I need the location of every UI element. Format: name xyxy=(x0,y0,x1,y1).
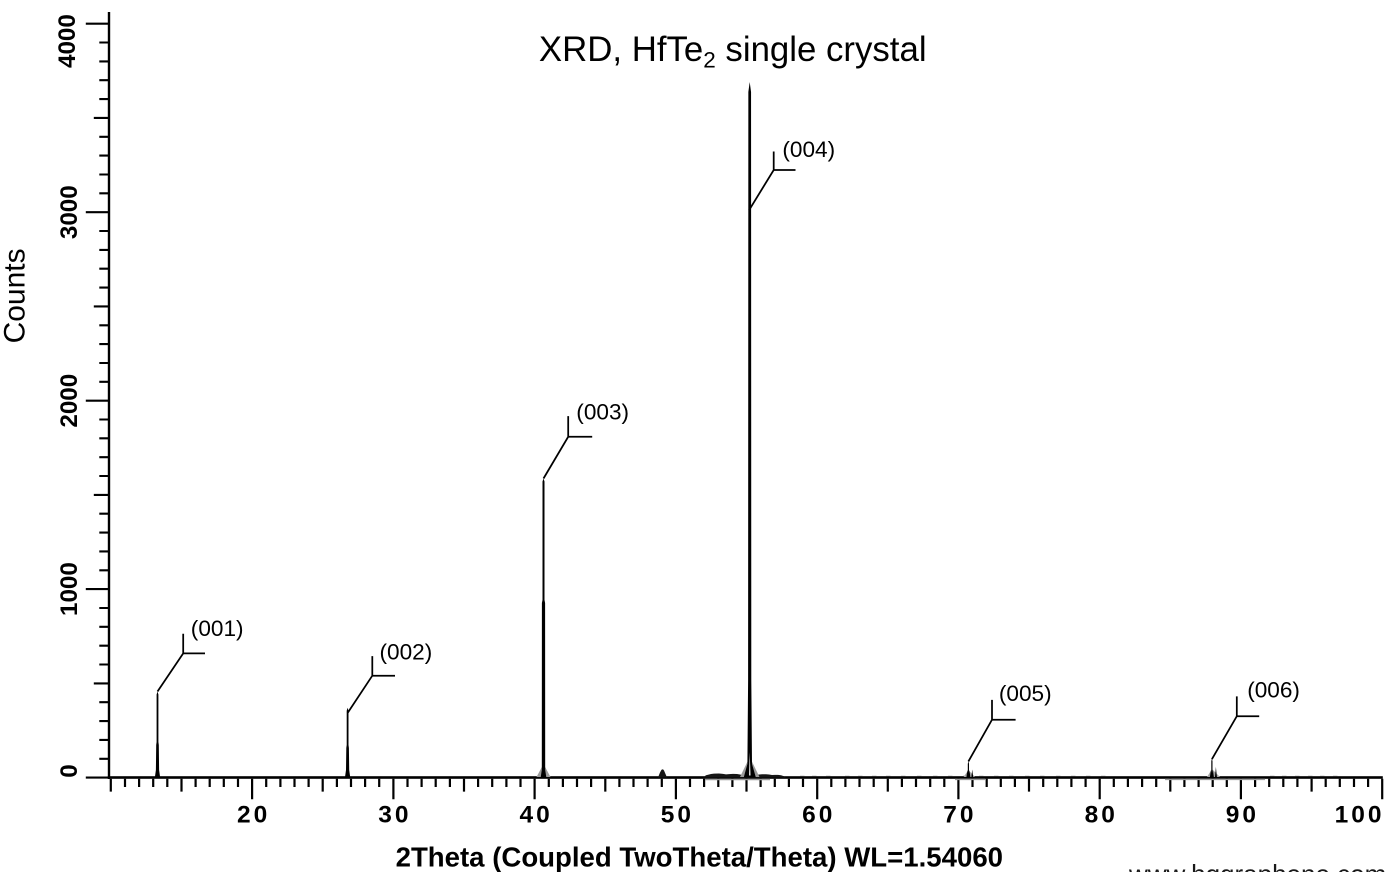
svg-text:www.hqgraphene.com: www.hqgraphene.com xyxy=(1128,859,1386,872)
svg-text:90: 90 xyxy=(1226,802,1259,829)
svg-text:100: 100 xyxy=(1335,802,1385,829)
svg-text:0: 0 xyxy=(56,764,83,777)
svg-text:80: 80 xyxy=(1085,802,1118,829)
svg-text:60: 60 xyxy=(802,802,835,829)
svg-text:(001): (001) xyxy=(191,616,244,641)
svg-text:30: 30 xyxy=(378,802,411,829)
svg-text:Counts: Counts xyxy=(0,248,32,343)
svg-text:70: 70 xyxy=(943,802,976,829)
svg-text:4000: 4000 xyxy=(54,14,81,68)
svg-text:(004): (004) xyxy=(782,137,835,162)
svg-text:20: 20 xyxy=(237,802,270,829)
svg-text:(006): (006) xyxy=(1247,678,1300,703)
svg-text:(005): (005) xyxy=(999,681,1052,706)
svg-text:40: 40 xyxy=(519,802,552,829)
svg-text:2Theta (Coupled TwoTheta/Theta: 2Theta (Coupled TwoTheta/Theta) WL=1.540… xyxy=(396,842,1003,873)
svg-text:3000: 3000 xyxy=(56,185,83,239)
svg-text:(003): (003) xyxy=(576,399,629,424)
svg-text:1000: 1000 xyxy=(56,562,83,616)
svg-text:XRD, HfTe2 single crystal: XRD, HfTe2 single crystal xyxy=(539,30,927,73)
svg-text:(002): (002) xyxy=(380,639,433,664)
svg-text:50: 50 xyxy=(661,802,694,829)
svg-text:2000: 2000 xyxy=(56,374,83,428)
